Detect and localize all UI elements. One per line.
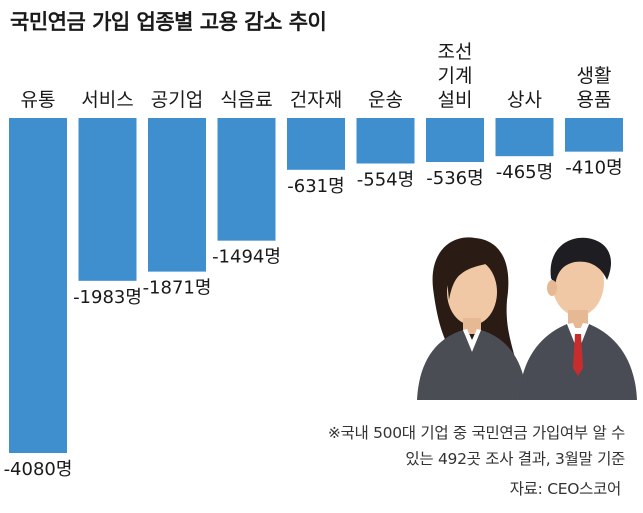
value-label-1: -1983명: [73, 287, 142, 308]
value-label-8: -410명: [565, 158, 622, 179]
category-label-7: 상사: [507, 89, 542, 111]
category-label-5: 운송: [368, 89, 403, 111]
category-label-1: 서비스: [81, 89, 133, 111]
bar-1: [78, 118, 137, 281]
value-label-3: -1494명: [212, 247, 281, 268]
value-label-7: -465명: [496, 162, 553, 183]
bar-4: [287, 118, 345, 170]
woman-figure: [417, 237, 527, 400]
category-label-8: 생활 용품: [577, 65, 612, 111]
bar-0: [9, 118, 67, 453]
bar-3: [217, 118, 276, 241]
source-credit: 자료: CEO스코어: [509, 480, 622, 498]
footnote-line-2: 있는 492곳 조사 결과, 3월말 기준: [405, 450, 625, 468]
category-label-2: 공기업: [151, 89, 203, 111]
man-figure: [519, 237, 637, 400]
category-label-0: 유통: [21, 89, 56, 111]
chart-title: 국민연금 가입 업종별 고용 감소 추이: [10, 10, 327, 34]
category-label-4: 건자재: [290, 89, 342, 111]
bar-2: [148, 118, 206, 272]
value-label-2: -1871명: [143, 278, 212, 299]
bar-5: [356, 118, 415, 164]
value-label-4: -631명: [287, 176, 344, 197]
category-label-6: 조선 기계 설비: [438, 41, 473, 111]
footnote-line-1: ※국내 500대 기업 중 국민연금 가입여부 알 수: [327, 424, 625, 442]
value-label-0: -4080명: [4, 459, 73, 480]
value-label-5: -554명: [357, 169, 414, 190]
category-label-3: 식음료: [220, 89, 272, 111]
bar-7: [495, 118, 554, 157]
bar-6: [426, 118, 484, 163]
bar-8: [565, 118, 623, 152]
business-people-illustration: [417, 237, 637, 400]
value-label-6: -536명: [426, 168, 483, 189]
